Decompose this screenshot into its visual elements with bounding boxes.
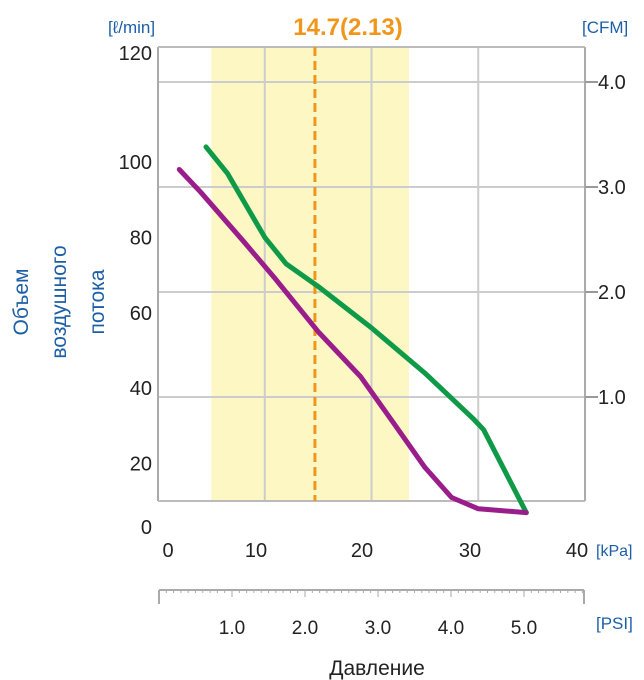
- x-tick-label: 30: [459, 540, 481, 562]
- x-tick-label: 10: [245, 540, 267, 562]
- y-right-tick-label: 3.0: [598, 177, 626, 199]
- y-label-line-1: Объем: [10, 269, 33, 336]
- x-primary-unit: [kPa]: [596, 543, 632, 560]
- y-left-unit: [ℓ/min]: [108, 18, 155, 37]
- x-axis-label: Давление: [329, 657, 425, 680]
- y-right-tick-label: 1.0: [598, 387, 626, 409]
- y-right-unit: [CFM]: [582, 18, 628, 37]
- y-left-tick-label: 120: [119, 43, 152, 65]
- y-left-tick-label: 80: [130, 227, 152, 249]
- y-label-line-2: воздушного: [48, 245, 71, 358]
- y-left-tick-label: 100: [119, 152, 152, 174]
- y-left-tick-label: 60: [130, 303, 152, 325]
- y-axis-label: Объем воздушного потока: [10, 245, 109, 358]
- series-group: [176, 144, 529, 516]
- grid: [157, 46, 586, 502]
- highlight-band: [211, 47, 409, 501]
- psi-tick-label: 1.0: [219, 618, 245, 639]
- y-left-tick-label: 20: [130, 454, 152, 476]
- psi-tick-label: 3.0: [365, 618, 391, 639]
- psi-axis: [158, 589, 585, 604]
- highlight-label: 14.7(2.13): [293, 14, 402, 41]
- psi-tick-label: 5.0: [511, 618, 537, 639]
- x-tick-label: 0: [162, 540, 173, 562]
- psi-tick-label: 2.0: [292, 618, 318, 639]
- y-left-tick-label: 40: [130, 378, 152, 400]
- right-axis: [585, 81, 598, 398]
- x-tick-label: 20: [351, 540, 373, 562]
- tick-labels: 0 10 20 30 40 120 100 80 60 40 20 0 4.0 3.0 2.0 1.0 1.0 2…: [119, 43, 626, 639]
- y-left-tick-label: 0: [141, 517, 152, 539]
- series-line: [176, 167, 529, 516]
- y-right-tick-label: 4.0: [598, 72, 626, 94]
- y-right-tick-label: 2.0: [598, 282, 626, 304]
- psi-tick-label: 4.0: [438, 618, 464, 639]
- series-line: [203, 144, 529, 516]
- y-label-line-3: потока: [86, 269, 109, 334]
- x-tick-label: 40: [566, 540, 588, 562]
- x-secondary-unit: [PSI]: [596, 614, 633, 633]
